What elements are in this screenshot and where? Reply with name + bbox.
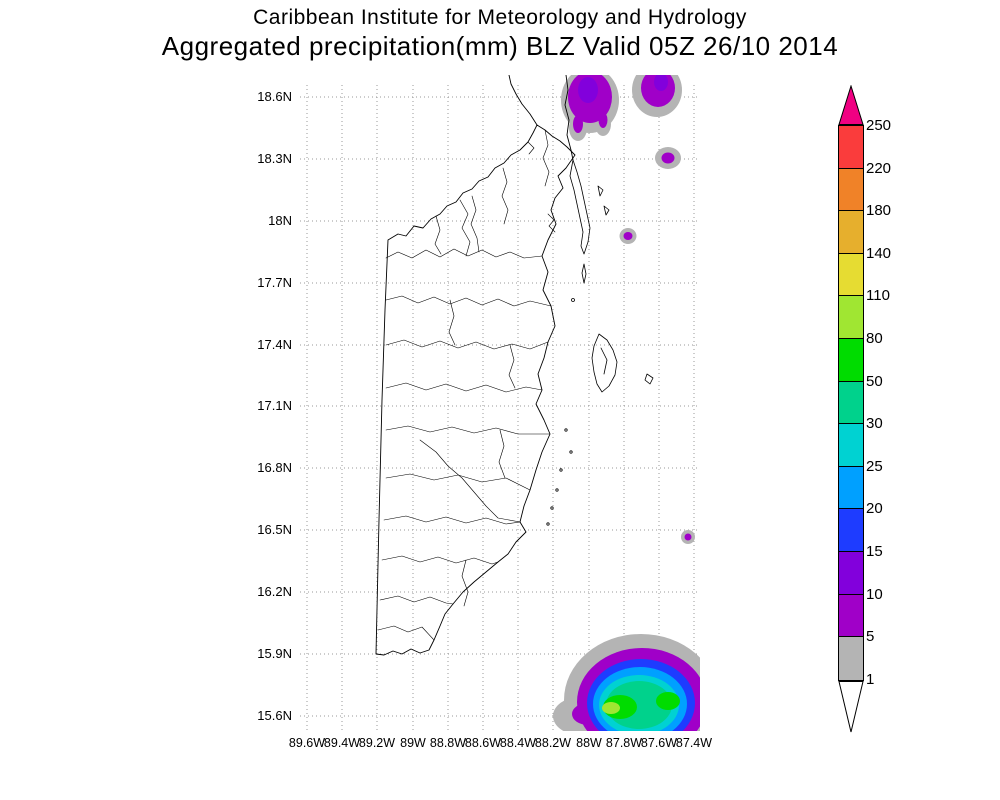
belize-mainland-outline [375,124,576,656]
lat-tick-label: 15.9N [257,646,292,661]
colorbar-tick-label: 1 [866,671,875,688]
lon-tick-label: 89W [400,736,426,750]
internal-boundaries [377,129,556,641]
grid-lines [300,85,700,731]
colorbar-segment [839,338,863,382]
lon-tick-label: 87.6W [640,736,678,750]
colorbar-tick-label: 80 [866,330,883,347]
lon-tick-label: 88.2W [534,736,572,750]
lon-tick-label: 89.2W [358,736,396,750]
lat-tick-label: 17.4N [257,337,292,352]
lat-tick-label: 18.3N [257,151,292,166]
colorbar-bottom-arrow [838,680,864,732]
title-block: Caribbean Institute for Meteorology and … [0,6,1000,62]
precip-colorbar [838,85,864,733]
colorbar-segment [839,466,863,510]
map-outlines [375,75,654,656]
colorbar-segment [839,551,863,595]
lat-tick-label: 18N [268,213,292,228]
colorbar-tick-label: 50 [866,373,883,390]
lon-tick-label: 89.4W [323,736,361,750]
colorbar-tick-label: 180 [866,202,892,219]
product-title: Aggregated precipitation(mm) BLZ Valid 0… [161,31,839,61]
lon-tick-label: 87.4W [675,736,713,750]
lat-tick-label: 16.5N [257,522,292,537]
colorbar-body [838,125,864,681]
mexico-xcalak-coast [564,75,574,161]
colorbar-segment [839,211,863,254]
cayes-islands [546,159,654,526]
precip-blob-southeast [553,634,700,731]
colorbar-tick-label: 15 [866,543,883,560]
lon-tick-label: 88.6W [464,736,502,750]
colorbar-tick-label: 20 [866,500,883,517]
colorbar-tick-label: 250 [866,117,892,134]
lat-tick-label: 18.6N [257,89,292,104]
colorbar-tick-label: 220 [866,160,892,177]
colorbar-segment [839,424,863,467]
lat-tick-label: 16.2N [257,584,292,599]
lat-tick-label: 16.8N [257,460,292,475]
colorbar-tick-label: 10 [866,586,883,603]
colorbar-segment [839,594,863,638]
colorbar-tick-label: 30 [866,415,883,432]
lon-tick-label: 88.4W [499,736,537,750]
colorbar-tick-label: 25 [866,458,883,475]
lon-tick-label: 88.8W [429,736,467,750]
institute-title: Caribbean Institute for Meteorology and … [253,6,747,29]
precip-blob-north-1 [561,75,619,141]
lon-tick-label: 89.6W [288,736,326,750]
colorbar-segment [839,168,863,212]
precip-blob-north-2 [632,75,682,117]
precip-cell-small-1 [655,147,681,169]
colorbar-tick-label: 110 [866,287,890,304]
lon-tick-label: 88W [576,736,602,750]
precip-cell-small-2 [619,228,637,244]
precipitation-shading [553,75,700,731]
lat-tick-label: 17.1N [257,398,292,413]
lat-tick-label: 15.6N [257,708,292,723]
colorbar-segment [839,509,863,552]
colorbar-segment [839,381,863,425]
colorbar-tick-label: 5 [866,628,875,645]
colorbar-segment [839,126,863,169]
colorbar-top-arrow [838,85,864,125]
colorbar-segment [839,296,863,339]
precip-cell-small-3 [681,530,695,544]
lon-tick-label: 87.8W [605,736,643,750]
colorbar-segment [839,253,863,297]
lat-tick-label: 17.7N [257,275,292,290]
mexico-chetumal-coast [508,75,538,126]
colorbar-tick-label: 140 [866,245,892,262]
colorbar-segment [839,637,863,680]
